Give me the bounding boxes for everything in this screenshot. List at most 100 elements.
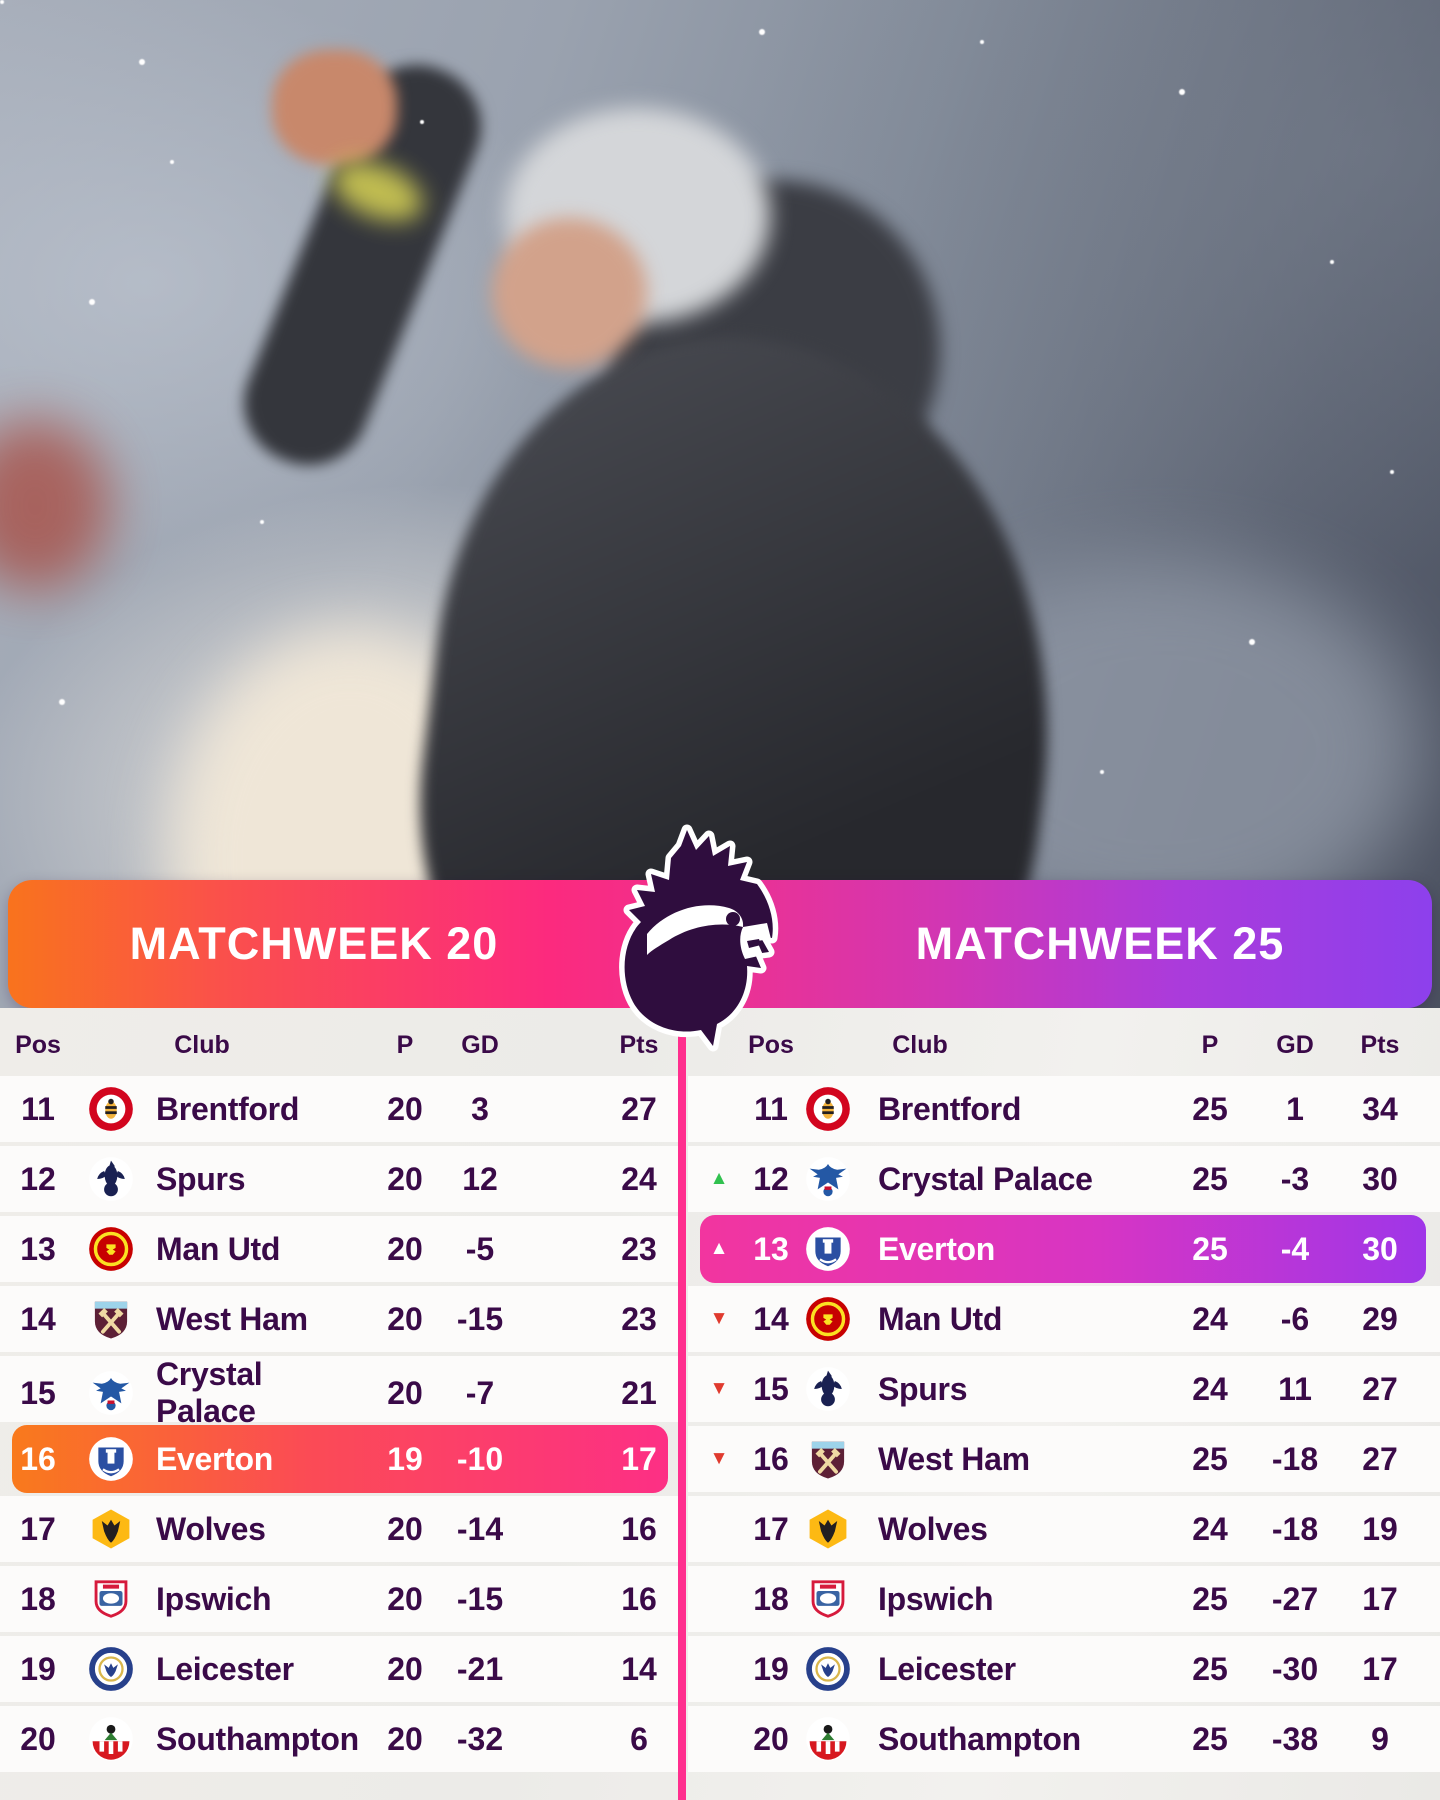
points-cell: 14 bbox=[621, 1650, 657, 1687]
points-cell: 30 bbox=[1362, 1230, 1398, 1267]
club-name-cell: Spurs bbox=[156, 1160, 246, 1197]
points-cell: 21 bbox=[621, 1374, 657, 1411]
goal-difference-cell: -18 bbox=[1271, 1440, 1319, 1477]
matchweek-20-title: MATCHWEEK 20 bbox=[129, 918, 499, 969]
league-tables-section: Pos Club P GD Pts 11 Brentford 20 3 27 12 Spur… bbox=[0, 1008, 1440, 1800]
spurs-crest-icon bbox=[792, 1366, 864, 1412]
pts-header: Pts bbox=[619, 1030, 659, 1059]
table-rows: 11 Brentford 25 1 34 ▲ 12 Crystal Palace 25 -3 30 ▲… bbox=[688, 1076, 1440, 1772]
played-cell: 25 bbox=[1192, 1160, 1228, 1197]
played-cell: 25 bbox=[1192, 1580, 1228, 1617]
played-cell: 20 bbox=[387, 1510, 423, 1547]
club-name-cell: Ipswich bbox=[156, 1580, 272, 1617]
points-cell: 16 bbox=[621, 1580, 657, 1617]
table-header: Pos Club P GD Pts bbox=[0, 1014, 678, 1076]
club-name-cell: Wolves bbox=[156, 1510, 266, 1547]
played-cell: 20 bbox=[387, 1160, 423, 1197]
matchweek-25-table: Pos Club P GD Pts 11 Brentford 25 1 34 ▲ 12 Cry… bbox=[688, 1008, 1440, 1800]
wolves-crest-icon bbox=[792, 1506, 864, 1552]
played-cell: 20 bbox=[387, 1580, 423, 1617]
table-row-brentford: 11 Brentford 25 1 34 bbox=[688, 1076, 1440, 1142]
club-name-cell: Crystal Palace bbox=[156, 1356, 263, 1429]
position-cell: 13 bbox=[20, 1230, 56, 1267]
wolves-crest-icon bbox=[76, 1506, 146, 1552]
table-row-leicester: 19 Leicester 25 -30 17 bbox=[688, 1636, 1440, 1702]
position-cell: 18 bbox=[753, 1580, 789, 1617]
points-cell: 17 bbox=[1362, 1650, 1398, 1687]
celebration-photo bbox=[0, 0, 1440, 1008]
goal-difference-cell: -14 bbox=[456, 1510, 504, 1547]
brentford-crest-icon bbox=[76, 1086, 146, 1132]
leicester-crest-icon bbox=[792, 1646, 864, 1692]
position-cell: 18 bbox=[20, 1580, 56, 1617]
table-row-southampton: 20 Southampton 25 -38 9 bbox=[688, 1706, 1440, 1772]
crystal-palace-crest-icon bbox=[76, 1370, 146, 1416]
played-cell: 25 bbox=[1192, 1720, 1228, 1757]
spurs-crest-icon bbox=[76, 1156, 146, 1202]
position-cell: 12 bbox=[20, 1160, 56, 1197]
played-cell: 20 bbox=[387, 1720, 423, 1757]
down-arrow-icon: ▼ bbox=[709, 1308, 729, 1329]
points-cell: 17 bbox=[621, 1440, 657, 1477]
west-ham-crest-icon bbox=[76, 1296, 146, 1342]
club-name-cell: Man Utd bbox=[878, 1300, 1003, 1337]
position-cell: 17 bbox=[753, 1510, 789, 1547]
club-header: Club bbox=[892, 1030, 948, 1059]
down-arrow-icon: ▼ bbox=[709, 1448, 729, 1469]
position-cell: 15 bbox=[20, 1374, 56, 1411]
points-cell: 16 bbox=[621, 1510, 657, 1547]
goal-difference-cell: 12 bbox=[462, 1160, 498, 1197]
everton-crest-icon bbox=[76, 1436, 146, 1482]
points-cell: 23 bbox=[621, 1230, 657, 1267]
table-row-southampton: 20 Southampton 20 -32 6 bbox=[0, 1706, 678, 1772]
points-cell: 34 bbox=[1362, 1090, 1398, 1127]
club-name-cell: Everton bbox=[156, 1440, 274, 1477]
position-cell: 19 bbox=[753, 1650, 789, 1687]
club-name-cell: Crystal Palace bbox=[878, 1160, 1093, 1197]
points-cell: 19 bbox=[1362, 1510, 1398, 1547]
goal-difference-cell: -30 bbox=[1271, 1650, 1319, 1687]
goal-difference-cell: 11 bbox=[1278, 1370, 1312, 1407]
position-cell: 14 bbox=[753, 1300, 789, 1337]
goal-difference-cell: -27 bbox=[1271, 1580, 1319, 1617]
west-ham-crest-icon bbox=[792, 1436, 864, 1482]
club-name-cell: Ipswich bbox=[878, 1580, 994, 1617]
club-name-cell: Spurs bbox=[878, 1370, 968, 1407]
premier-league-lion-icon bbox=[619, 824, 779, 1052]
man-utd-crest-icon bbox=[76, 1226, 146, 1272]
points-cell: 27 bbox=[1362, 1370, 1398, 1407]
club-header: Club bbox=[174, 1030, 230, 1059]
position-cell: 11 bbox=[21, 1090, 55, 1127]
played-cell: 24 bbox=[1192, 1510, 1228, 1547]
goal-difference-cell: -4 bbox=[1280, 1230, 1310, 1267]
pts-header: Pts bbox=[1360, 1030, 1400, 1059]
ipswich-crest-icon bbox=[76, 1576, 146, 1622]
table-row-ipswich: 18 Ipswich 20 -15 16 bbox=[0, 1566, 678, 1632]
played-header: P bbox=[396, 1030, 414, 1059]
club-name-cell: Wolves bbox=[878, 1510, 988, 1547]
crystal-palace-crest-icon bbox=[792, 1156, 864, 1202]
goal-difference-cell: -3 bbox=[1280, 1160, 1310, 1197]
position-cell: 14 bbox=[20, 1300, 56, 1337]
played-cell: 25 bbox=[1192, 1650, 1228, 1687]
table-row-west-ham: ▼ 16 West Ham 25 -18 27 bbox=[688, 1426, 1440, 1492]
club-name-cell: Leicester bbox=[156, 1650, 294, 1687]
up-arrow-icon: ▲ bbox=[709, 1238, 729, 1259]
up-arrow-icon: ▲ bbox=[709, 1168, 729, 1189]
points-cell: 30 bbox=[1362, 1160, 1398, 1197]
table-row-wolves: 17 Wolves 24 -18 19 bbox=[688, 1496, 1440, 1562]
matchweek-20-table: Pos Club P GD Pts 11 Brentford 20 3 27 12 Spur… bbox=[0, 1008, 678, 1800]
goal-difference-cell: -21 bbox=[456, 1650, 504, 1687]
everton-crest-icon bbox=[792, 1226, 864, 1272]
goal-difference-cell: -6 bbox=[1280, 1300, 1310, 1337]
goal-difference-cell: -38 bbox=[1271, 1720, 1319, 1757]
position-cell: 16 bbox=[753, 1440, 789, 1477]
position-cell: 17 bbox=[20, 1510, 56, 1547]
position-cell: 15 bbox=[753, 1370, 789, 1407]
table-header: Pos Club P GD Pts bbox=[688, 1014, 1440, 1076]
club-name-cell: West Ham bbox=[156, 1300, 308, 1337]
club-name-cell: Everton bbox=[878, 1230, 996, 1267]
gd-header: GD bbox=[1276, 1030, 1314, 1059]
southampton-crest-icon bbox=[76, 1716, 146, 1762]
points-cell: 9 bbox=[1371, 1720, 1389, 1757]
